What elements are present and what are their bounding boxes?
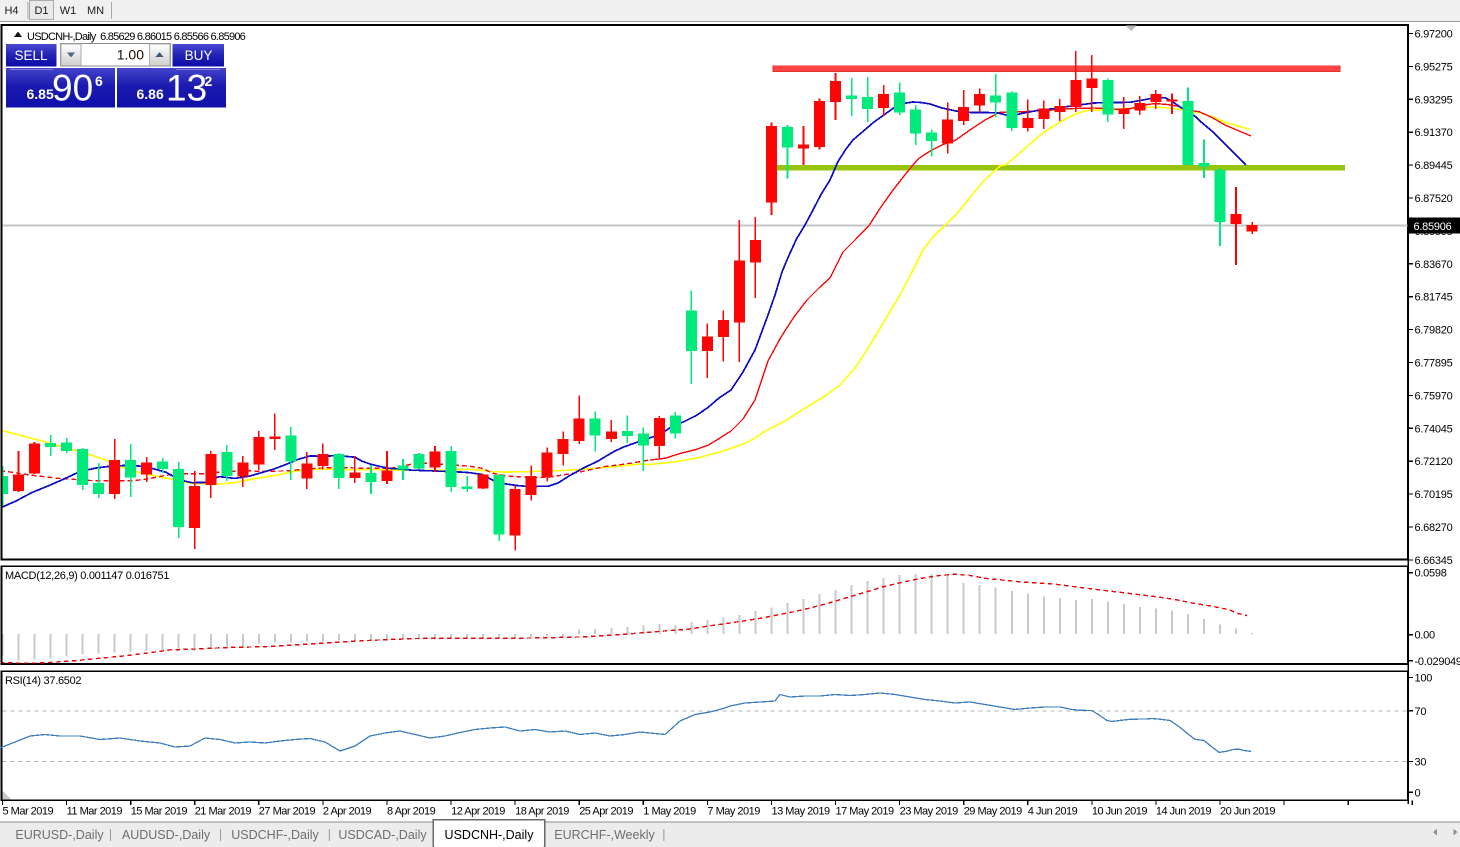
svg-text:6.81745: 6.81745 (1415, 292, 1453, 304)
svg-text:21 Mar 2019: 21 Mar 2019 (195, 806, 252, 818)
svg-text:70: 70 (1415, 706, 1427, 718)
svg-text:6.79820: 6.79820 (1415, 325, 1453, 337)
svg-text:90: 90 (52, 68, 93, 109)
svg-text:2: 2 (205, 73, 213, 89)
svg-text:USDCAD-,Daily: USDCAD-,Daily (338, 828, 427, 842)
svg-text:100: 100 (1415, 672, 1433, 684)
svg-text:6.87520: 6.87520 (1415, 193, 1453, 205)
svg-text:6.83670: 6.83670 (1415, 259, 1453, 271)
svg-text:6.66345: 6.66345 (1415, 555, 1453, 567)
svg-text:2 Apr 2019: 2 Apr 2019 (323, 806, 372, 818)
svg-text:SELL: SELL (14, 48, 48, 63)
svg-text:6.68270: 6.68270 (1415, 522, 1453, 534)
svg-text:AUDUSD-,Daily: AUDUSD-,Daily (122, 828, 211, 842)
svg-text:0: 0 (1415, 787, 1421, 799)
svg-text:6.86: 6.86 (137, 86, 164, 102)
svg-text:27 Mar 2019: 27 Mar 2019 (259, 806, 316, 818)
svg-text:|: | (109, 828, 112, 842)
svg-text:29 May 2019: 29 May 2019 (964, 806, 1022, 818)
svg-text:USDCHF-,Daily: USDCHF-,Daily (231, 828, 319, 842)
svg-text:D1: D1 (34, 5, 48, 17)
svg-text:18 Apr 2019: 18 Apr 2019 (515, 806, 569, 818)
svg-text:14 Jun 2019: 14 Jun 2019 (1156, 806, 1211, 818)
svg-text:6.95275: 6.95275 (1415, 61, 1453, 73)
svg-text:H4: H4 (4, 5, 18, 17)
svg-text:BUY: BUY (185, 48, 213, 63)
svg-text:11 Mar 2019: 11 Mar 2019 (67, 806, 123, 818)
svg-text:EURUSD-,Daily: EURUSD-,Daily (15, 828, 104, 842)
svg-text:20 Jun 2019: 20 Jun 2019 (1220, 806, 1275, 818)
svg-text:30: 30 (1415, 756, 1427, 768)
svg-text:|: | (219, 828, 222, 842)
svg-text:6.93295: 6.93295 (1415, 94, 1453, 106)
svg-text:EURCHF-,Weekly: EURCHF-,Weekly (554, 828, 655, 842)
svg-text:12 Apr 2019: 12 Apr 2019 (451, 806, 505, 818)
svg-text:0.00: 0.00 (1415, 630, 1436, 642)
svg-text:RSI(14) 37.6502: RSI(14) 37.6502 (5, 675, 81, 687)
svg-text:6: 6 (95, 73, 103, 89)
svg-text:-0.029049: -0.029049 (1415, 656, 1460, 668)
svg-text:6.72120: 6.72120 (1415, 456, 1453, 468)
svg-text:1 May 2019: 1 May 2019 (643, 806, 696, 818)
svg-text:25 Apr 2019: 25 Apr 2019 (579, 806, 633, 818)
svg-text:USDCNH-,Daily: USDCNH-,Daily (445, 828, 535, 842)
svg-text:4 Jun 2019: 4 Jun 2019 (1028, 806, 1078, 818)
svg-text:MN: MN (87, 5, 104, 17)
svg-text:7 May 2019: 7 May 2019 (707, 806, 760, 818)
svg-text:|: | (662, 828, 665, 842)
svg-text:15 Mar 2019: 15 Mar 2019 (131, 806, 188, 818)
svg-text:0.0598: 0.0598 (1415, 568, 1447, 580)
svg-text:MACD(12,26,9) 0.001147 0.01675: MACD(12,26,9) 0.001147 0.016751 (5, 570, 169, 582)
svg-text:13: 13 (166, 68, 207, 109)
svg-text:6.74045: 6.74045 (1415, 423, 1453, 435)
svg-text:10 Jun 2019: 10 Jun 2019 (1092, 806, 1147, 818)
svg-text:USDCNH-,Daily 6.85629 6.86015: USDCNH-,Daily 6.85629 6.86015 6.85566 6.… (27, 31, 246, 43)
svg-text:6.70195: 6.70195 (1415, 489, 1453, 501)
svg-text:6.85: 6.85 (27, 86, 54, 102)
svg-text:6.75970: 6.75970 (1415, 390, 1453, 402)
svg-text:W1: W1 (60, 5, 77, 17)
svg-text:6.97200: 6.97200 (1415, 29, 1453, 41)
svg-text:5 Mar 2019: 5 Mar 2019 (3, 806, 54, 818)
svg-text:8 Apr 2019: 8 Apr 2019 (387, 806, 436, 818)
svg-text:6.91370: 6.91370 (1415, 127, 1453, 139)
svg-text:13 May 2019: 13 May 2019 (772, 806, 830, 818)
svg-text:6.85906: 6.85906 (1414, 221, 1452, 233)
svg-text:6.89445: 6.89445 (1415, 160, 1453, 172)
svg-text:23 May 2019: 23 May 2019 (900, 806, 958, 818)
svg-text:|: | (328, 828, 331, 842)
svg-text:17 May 2019: 17 May 2019 (836, 806, 894, 818)
svg-text:6.77895: 6.77895 (1415, 358, 1453, 370)
svg-text:1.00: 1.00 (117, 47, 144, 63)
